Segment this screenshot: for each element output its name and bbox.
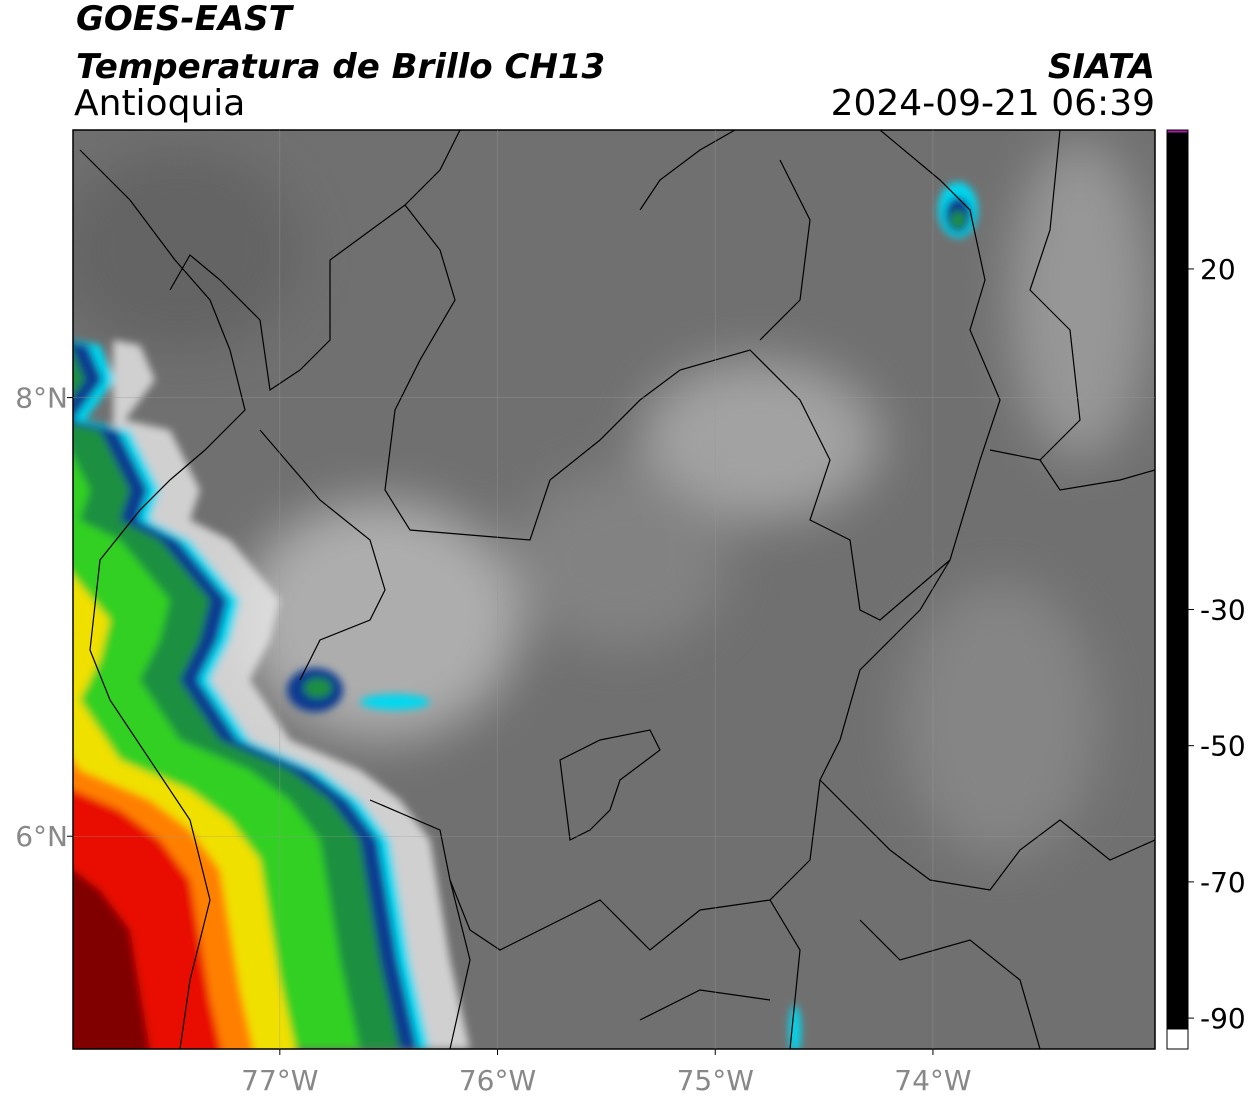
lon-label: 76°W bbox=[459, 1064, 536, 1097]
colorbar-label: 20 bbox=[1200, 253, 1236, 286]
subtitle: Temperatura de Brillo CH13 bbox=[76, 47, 605, 87]
map-image bbox=[73, 130, 1155, 1049]
lat-label: 8°N bbox=[15, 382, 68, 415]
colorbar-label: -50 bbox=[1200, 730, 1246, 763]
source: SIATA bbox=[1048, 47, 1155, 87]
colorbar-label: -70 bbox=[1200, 866, 1246, 899]
map-frame bbox=[72, 129, 1156, 1050]
colorbar bbox=[1166, 129, 1189, 1030]
datetime: 2024-09-21 06:39 bbox=[831, 83, 1155, 124]
title: GOES-EAST bbox=[76, 0, 295, 39]
lon-label: 77°W bbox=[241, 1064, 318, 1097]
colorbar-label: -90 bbox=[1200, 1002, 1246, 1035]
lon-label: 75°W bbox=[677, 1064, 754, 1097]
colorbar-under bbox=[1166, 1028, 1189, 1050]
lon-label: 74°W bbox=[894, 1064, 971, 1097]
colorbar-label: -30 bbox=[1200, 593, 1246, 626]
region: Antioquia bbox=[74, 83, 245, 124]
lat-label: 6°N bbox=[15, 820, 68, 853]
